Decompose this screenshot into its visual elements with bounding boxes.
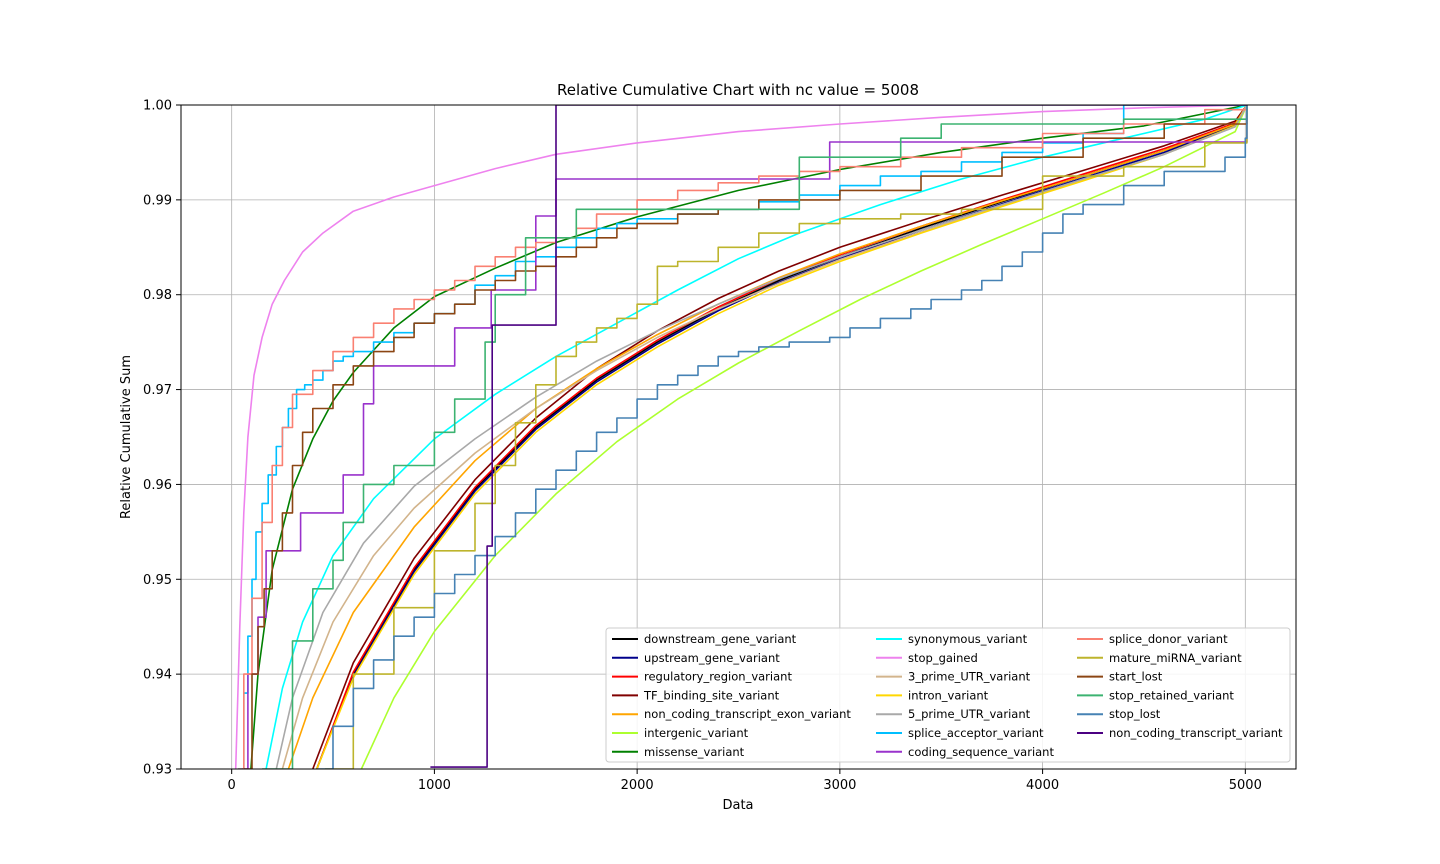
legend-label-regulatory_region_variant: regulatory_region_variant [644,670,792,684]
legend-label-TF_binding_site_variant: TF_binding_site_variant [643,688,780,702]
series-layer [234,105,1248,769]
series-line-synonymous_variant [265,105,1248,769]
series-line-splice_donor_variant [237,105,1248,769]
series-line-coding_sequence_variant [241,105,1248,769]
legend-label-stop_retained_variant: stop_retained_variant [1109,688,1234,702]
y-tick-label: 0.94 [143,668,172,683]
legend-label-synonymous_variant: synonymous_variant [908,632,1028,646]
plot-frame [180,104,1297,770]
series-line-mature_miRNA_variant [324,105,1248,769]
legend-label-stop_gained: stop_gained [908,651,978,665]
legend-box [605,627,1291,763]
legend-label-intron_variant: intron_variant [908,688,989,702]
legend-label-stop_lost: stop_lost [1109,707,1161,721]
legend-label-coding_sequence_variant: coding_sequence_variant [908,745,1054,759]
series-line-intergenic_variant [360,105,1248,769]
series-line-stop_retained_variant [262,105,1248,769]
x-tick-label: 1000 [418,778,451,793]
y-tick-label: 0.93 [143,763,172,778]
legend: downstream_gene_variant upstream_gene_var… [605,627,1291,763]
x-tick-label: 4000 [1026,778,1059,793]
series-line-5_prime_UTR_variant [275,105,1248,769]
x-tick-label: 5000 [1229,778,1262,793]
legend-label-mature_miRNA_variant: mature_miRNA_variant [1109,651,1242,665]
series-line-TF_binding_site_variant [312,105,1248,769]
series-line-start_lost [243,105,1248,769]
legend-label-upstream_gene_variant: upstream_gene_variant [644,651,780,665]
x-tick-label: 0 [228,778,236,793]
series-line-stop_gained [234,105,1247,769]
y-tick-label: 0.99 [143,193,172,208]
x-tick-label: 3000 [823,778,856,793]
legend-label-non_coding_transcript_exon_variant: non_coding_transcript_exon_variant [644,707,851,721]
series-line-stop_lost [316,105,1248,769]
legend-label-splice_acceptor_variant: splice_acceptor_variant [908,726,1044,740]
x-tick-label: 2000 [621,778,654,793]
y-tick-label: 0.96 [143,478,172,493]
y-tick-label: 0.98 [143,288,172,303]
chart-title: Relative Cumulative Chart with nc value … [557,81,919,99]
legend-label-5_prime_UTR_variant: 5_prime_UTR_variant [908,707,1031,721]
legend-label-start_lost: start_lost [1109,670,1163,684]
series-line-regulatory_region_variant [316,105,1248,769]
series-line-non_coding_transcript_variant [430,105,1247,768]
y-axis-label: Relative Cumulative Sum [119,355,134,519]
y-tick-label: 1.00 [143,99,172,114]
legend-label-non_coding_transcript_variant: non_coding_transcript_variant [1109,726,1283,740]
legend-label-missense_variant: missense_variant [644,745,745,759]
legend-label-splice_donor_variant: splice_donor_variant [1109,632,1228,646]
legend-label-intergenic_variant: intergenic_variant [644,726,749,740]
x-axis-label: Data [722,798,753,813]
legend-label-downstream_gene_variant: downstream_gene_variant [644,632,797,646]
y-tick-label: 0.97 [143,383,172,398]
legend-label-3_prime_UTR_variant: 3_prime_UTR_variant [908,670,1031,684]
ticks: 0 1000 2000 3000 4000 5000 0.93 0.94 0.95 0.96 0.9… [143,99,1262,794]
series-line-missense_variant [250,105,1248,769]
y-tick-label: 0.95 [143,573,172,588]
